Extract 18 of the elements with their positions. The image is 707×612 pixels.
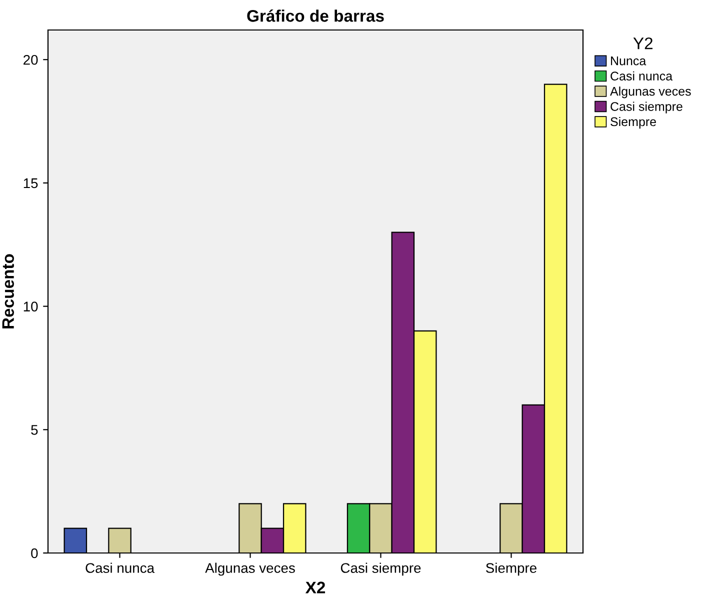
legend-title: Y2 <box>633 37 653 50</box>
x-tick-label: Casi nunca <box>86 562 155 573</box>
y-tick-label: 15 <box>24 178 38 188</box>
legend-label: Casi siempre <box>610 102 682 114</box>
legend-label: Algunas veces <box>610 86 691 98</box>
x-tick-label: Siempre <box>486 562 536 576</box>
y-tick-label: 20 <box>24 54 38 65</box>
legend-label: Siempre <box>610 116 656 129</box>
y-tick-label: 10 <box>24 302 38 312</box>
y-tick-label: 5 <box>31 425 38 435</box>
y-axis-title: Recuento <box>2 254 14 328</box>
x-axis-title: X2 <box>305 582 326 594</box>
legend-label: Casi nunca <box>610 71 673 81</box>
chart-title: Gráfico de barras <box>247 9 384 22</box>
legend-label: Nunca <box>611 56 646 66</box>
y-tick-label: 0 <box>31 548 38 558</box>
x-tick-label: Casi siempre <box>340 562 421 576</box>
x-tick-label: Algunas veces <box>205 562 295 576</box>
